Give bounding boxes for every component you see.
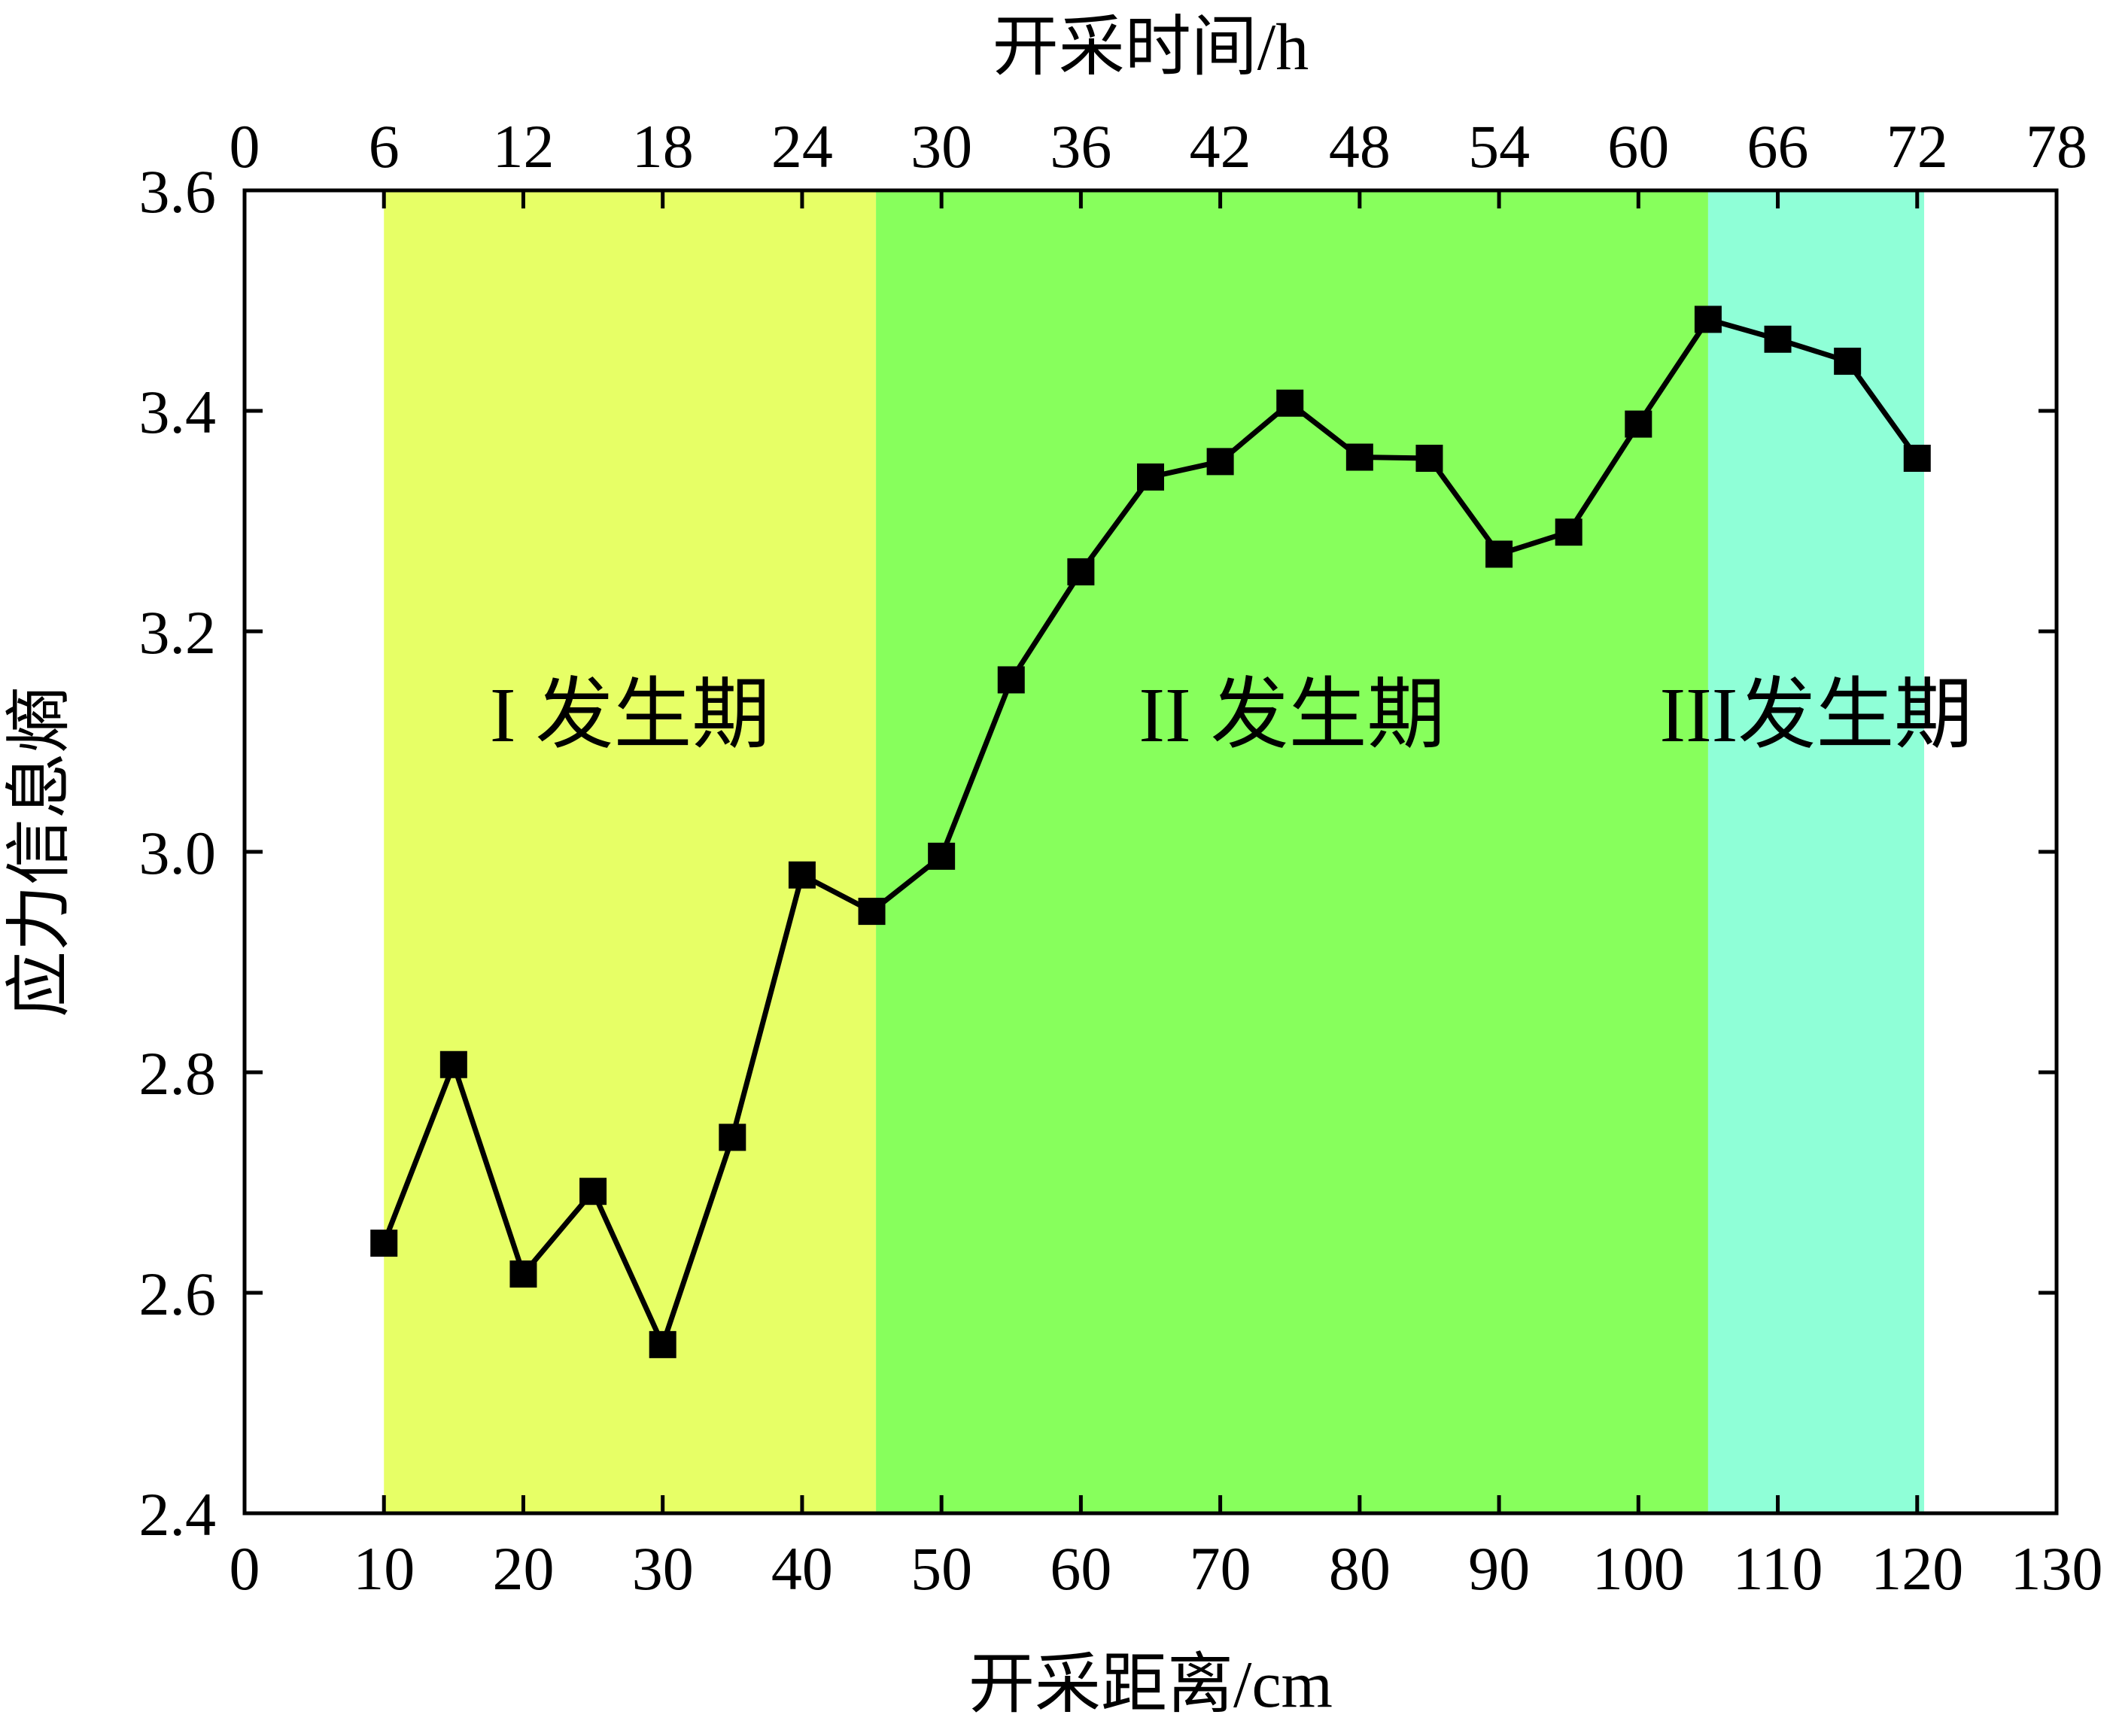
top-x-axis-tick-label: 36 [1050, 112, 1111, 181]
stage-regions [384, 190, 1925, 1513]
top-x-axis-title: 开采时间/h [993, 11, 1309, 84]
y-axis-tick-label: 3.2 [139, 598, 217, 667]
y-axis-tick-label: 2.4 [139, 1480, 217, 1549]
x-axis-tick-label: 40 [771, 1534, 833, 1603]
top-x-axis-tick-label: 72 [1886, 112, 1948, 181]
data-point-marker [1137, 463, 1164, 491]
data-point-marker [1067, 558, 1095, 585]
x-axis-tick-label: 10 [353, 1534, 415, 1603]
axis-tick-labels: 0 10 20 30 40 50 60 70 80 90 100 110 120 130 0 6 12 18 24 3… [139, 112, 2103, 1603]
stage-region-label-3: III发生期 [1660, 672, 1973, 759]
data-point-marker [1625, 410, 1652, 438]
series-markers [370, 306, 1931, 1358]
top-x-axis-tick-label: 0 [230, 112, 260, 181]
data-point-marker [1276, 389, 1304, 417]
data-point-marker [1485, 540, 1513, 568]
x-axis-tick-label: 60 [1050, 1534, 1111, 1603]
stage-region-3 [1707, 190, 1925, 1513]
top-x-axis-tick-label: 24 [771, 112, 833, 181]
data-point-marker [1694, 306, 1722, 333]
data-point-marker [1206, 448, 1234, 476]
top-x-axis-tick-label: 30 [911, 112, 972, 181]
y-axis-title: 应力信息熵 [4, 686, 77, 1017]
y-axis-tick-label: 3.4 [139, 378, 217, 446]
stage-region-label-1: I 发生期 [490, 672, 771, 759]
top-x-axis-tick-label: 54 [1468, 112, 1530, 181]
x-axis-tick-label: 0 [230, 1534, 260, 1603]
stage-region-2 [876, 190, 1708, 1513]
data-point-marker [1903, 444, 1931, 472]
data-point-marker [370, 1230, 398, 1257]
x-axis-tick-label: 120 [1871, 1534, 1963, 1603]
data-point-marker [858, 898, 886, 926]
data-point-marker [1345, 443, 1373, 471]
axis-ticks [242, 188, 2059, 1516]
stage-region-1 [384, 190, 877, 1513]
data-point-marker [1555, 518, 1582, 546]
x-axis-tick-label: 70 [1190, 1534, 1251, 1603]
y-axis-tick-label: 2.8 [139, 1039, 217, 1108]
top-x-axis-tick-label: 60 [1607, 112, 1669, 181]
x-axis-tick-label: 110 [1733, 1534, 1823, 1603]
x-axis-tick-label: 20 [492, 1534, 554, 1603]
data-point-marker [1764, 325, 1792, 353]
data-point-marker [509, 1260, 537, 1288]
data-point-marker [997, 666, 1025, 694]
x-axis-tick-label: 100 [1592, 1534, 1685, 1603]
x-axis-tick-label: 50 [911, 1534, 972, 1603]
y-axis-tick-label: 3.6 [139, 157, 217, 226]
data-point-marker [1834, 348, 1862, 375]
top-x-axis-tick-label: 42 [1190, 112, 1251, 181]
data-point-marker [928, 842, 956, 870]
data-point-marker [788, 861, 816, 889]
top-x-axis-tick-label: 6 [369, 112, 400, 181]
data-point-marker [579, 1178, 607, 1205]
x-axis-title: 开采距离/cm [968, 1649, 1333, 1722]
x-axis-tick-label: 80 [1329, 1534, 1391, 1603]
data-point-marker [649, 1330, 676, 1358]
data-point-marker [1415, 444, 1443, 472]
data-point-marker [439, 1050, 467, 1078]
top-x-axis-tick-label: 18 [632, 112, 694, 181]
y-axis-tick-label: 3.0 [139, 819, 217, 887]
x-axis-tick-label: 30 [632, 1534, 694, 1603]
top-x-axis-tick-label: 66 [1747, 112, 1809, 181]
x-axis-tick-label: 90 [1468, 1534, 1530, 1603]
data-point-marker [719, 1123, 746, 1151]
stage-region-labels: I 发生期 II 发生期 III发生期 [490, 672, 1973, 759]
stage-region-label-2: II 发生期 [1139, 672, 1445, 759]
top-x-axis-tick-label: 78 [2026, 112, 2087, 181]
top-x-axis-tick-label: 12 [492, 112, 554, 181]
y-axis-tick-label: 2.6 [139, 1260, 217, 1328]
top-x-axis-tick-label: 48 [1329, 112, 1391, 181]
x-axis-tick-label: 130 [2011, 1534, 2103, 1603]
